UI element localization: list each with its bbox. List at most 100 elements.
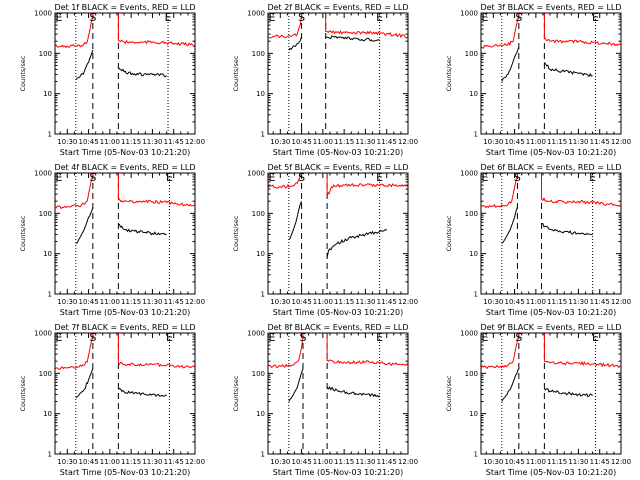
events-series-line (75, 368, 94, 399)
x-tick-label: 11:30 (568, 298, 588, 306)
events-series-line (544, 388, 593, 398)
interval-marker-label: E (482, 331, 489, 344)
x-tick-label: 12:00 (611, 458, 631, 466)
y-axis-label: Counts/sec (19, 215, 27, 251)
events-series-line (501, 47, 520, 82)
lld-series-line (54, 333, 94, 370)
y-tick-label: 10 (469, 250, 478, 258)
plot-frame (480, 332, 622, 455)
chart-title: Det 3f BLACK = Events, RED = LLD (480, 3, 621, 12)
y-tick-label: 1 (261, 131, 265, 139)
interval-marker-label: S (515, 11, 522, 24)
events-series-line (288, 36, 303, 51)
x-tick-label: 11:15 (121, 138, 141, 146)
y-axis-label: Counts/sec (19, 375, 27, 411)
x-tick-label: 11:00 (100, 298, 120, 306)
y-axis-label: Counts/sec (232, 55, 240, 91)
x-tick-label: 10:45 (291, 458, 311, 466)
interval-marker-label: S (298, 11, 305, 24)
interval-marker-label: E (589, 171, 596, 184)
x-tick-label: 12:00 (185, 458, 205, 466)
x-axis-label: Start Time (05-Nov-03 10:21:20) (273, 148, 403, 157)
x-tick-label: 10:45 (78, 298, 98, 306)
y-tick-label: 100 (39, 50, 52, 58)
y-tick-label: 1 (474, 451, 478, 459)
interval-marker-label: E (376, 171, 383, 184)
x-tick-label: 11:15 (547, 298, 567, 306)
lld-series-line (267, 173, 303, 189)
interval-marker-label: S (515, 331, 522, 344)
x-tick-label: 11:30 (355, 298, 375, 306)
x-tick-label: 11:30 (142, 458, 162, 466)
x-axis-label: Start Time (05-Nov-03 10:21:20) (486, 148, 616, 157)
x-tick-label: 11:15 (121, 298, 141, 306)
interval-marker-label: E (269, 331, 276, 344)
x-tick-label: 10:30 (270, 298, 290, 306)
plot-frame (480, 172, 622, 295)
chart-title: Det 4f BLACK = Events, RED = LLD (54, 163, 195, 172)
x-tick-label: 11:30 (355, 458, 375, 466)
y-axis-label: Counts/sec (232, 215, 240, 251)
y-tick-label: 1000 (247, 330, 265, 338)
events-series-line (543, 62, 593, 78)
x-axis-label: Start Time (05-Nov-03 10:21:20) (486, 468, 616, 477)
x-tick-label: 11:00 (526, 298, 546, 306)
x-tick-label: 11:45 (164, 138, 184, 146)
lld-series-line (117, 173, 195, 207)
events-series-line (326, 385, 380, 398)
plot-frame (54, 172, 196, 295)
x-tick-label: 10:30 (270, 458, 290, 466)
x-axis-label: Start Time (05-Nov-03 10:21:20) (273, 308, 403, 317)
x-tick-label: 10:30 (483, 138, 503, 146)
interval-marker-label: S (298, 171, 305, 184)
y-tick-label: 10 (256, 250, 265, 258)
chart-title: Det 7f BLACK = Events, RED = LLD (54, 323, 195, 332)
x-tick-label: 11:45 (164, 298, 184, 306)
interval-marker-label: E (482, 171, 489, 184)
y-tick-label: 1 (261, 451, 265, 459)
x-tick-label: 11:00 (100, 458, 120, 466)
interval-marker-label: S (89, 11, 96, 24)
interval-marker-label: E (482, 11, 489, 24)
x-tick-label: 11:30 (568, 458, 588, 466)
events-series-line (75, 49, 94, 81)
y-tick-label: 1000 (460, 170, 478, 178)
y-tick-label: 1 (474, 131, 478, 139)
x-tick-label: 12:00 (398, 138, 418, 146)
chart-title: Det 9f BLACK = Events, RED = LLD (480, 323, 621, 332)
interval-marker-label: E (166, 331, 173, 344)
x-tick-label: 12:00 (398, 458, 418, 466)
x-tick-label: 10:45 (504, 298, 524, 306)
y-tick-label: 100 (465, 50, 478, 58)
chart-panel: Det 5f BLACK = Events, RED = LLD Counts/s… (232, 163, 418, 317)
y-tick-label: 10 (469, 410, 478, 418)
plot-frame (267, 12, 409, 135)
x-tick-label: 10:45 (504, 458, 524, 466)
interval-marker-label: E (269, 171, 276, 184)
interval-marker-label: E (56, 171, 63, 184)
x-tick-label: 12:00 (185, 138, 205, 146)
x-axis-label: Start Time (05-Nov-03 10:21:20) (273, 468, 403, 477)
lld-series-line (326, 173, 409, 197)
interval-marker-label: E (269, 11, 276, 24)
x-tick-label: 11:45 (590, 138, 610, 146)
chart-title: Det 8f BLACK = Events, RED = LLD (267, 323, 408, 332)
x-tick-label: 11:00 (313, 298, 333, 306)
y-tick-label: 10 (43, 250, 52, 258)
events-series-line (501, 207, 518, 244)
y-tick-label: 10 (469, 90, 478, 98)
x-tick-label: 11:15 (334, 138, 354, 146)
x-tick-label: 12:00 (185, 298, 205, 306)
lld-series-line (480, 13, 520, 49)
y-tick-label: 1000 (34, 170, 52, 178)
y-tick-label: 1 (48, 451, 52, 459)
interval-marker-label: E (592, 11, 599, 24)
y-tick-label: 1000 (247, 170, 265, 178)
y-tick-label: 1 (48, 291, 52, 299)
y-tick-label: 1000 (34, 330, 52, 338)
interval-marker-label: S (300, 331, 307, 344)
x-axis-label: Start Time (05-Nov-03 10:21:20) (486, 308, 616, 317)
x-tick-label: 11:15 (547, 138, 567, 146)
chart-panel: Det 7f BLACK = Events, RED = LLD Counts/s… (19, 323, 205, 477)
